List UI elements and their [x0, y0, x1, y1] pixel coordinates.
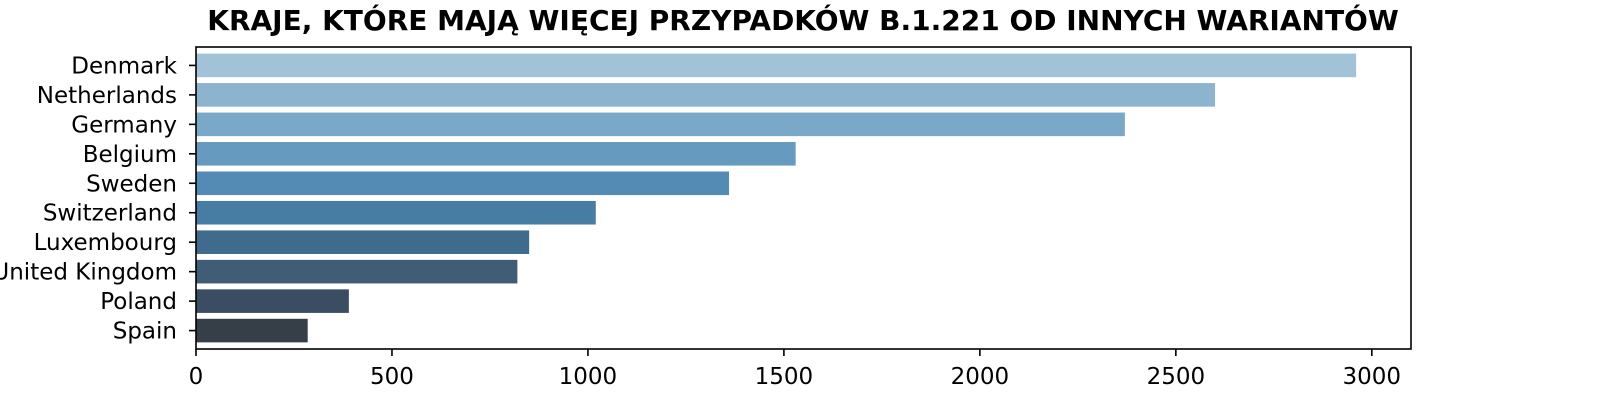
bar-denmark [196, 53, 1357, 78]
bar-belgium [196, 142, 796, 166]
y-tick-label: Poland [100, 289, 177, 315]
y-tick-label: United Kingdom [0, 260, 177, 286]
x-tick-label: 1000 [559, 364, 618, 390]
y-tick-label: Denmark [71, 53, 177, 79]
y-tick-label: Germany [71, 112, 177, 138]
y-tick-label: Netherlands [37, 83, 177, 109]
x-tick-label: 2000 [951, 364, 1010, 390]
y-tick-label: Spain [113, 319, 177, 345]
y-tick-label: Sweden [86, 171, 177, 197]
bars-group [196, 53, 1357, 343]
bar-germany [196, 112, 1125, 137]
bar-poland [196, 289, 349, 313]
x-axis: 0 500 1000 1500 2000 2500 3000 [189, 349, 1401, 390]
x-tick-label: 2500 [1147, 364, 1206, 390]
x-tick-label: 3000 [1343, 364, 1402, 390]
bar-sweden [196, 171, 730, 196]
x-tick-label: 500 [370, 364, 414, 390]
bar-united-kingdom [196, 259, 518, 284]
y-tick-label: Switzerland [43, 201, 177, 227]
x-tick-label: 0 [189, 364, 204, 390]
bar-luxembourg [196, 230, 530, 254]
bar-switzerland [196, 200, 596, 225]
plot-frame [195, 46, 1412, 350]
bar-spain [196, 318, 308, 343]
bar-netherlands [196, 83, 1216, 107]
x-tick-label: 1500 [755, 364, 814, 390]
y-tick-label: Luxembourg [34, 230, 177, 256]
y-tick-label: Belgium [83, 142, 177, 168]
y-axis: Denmark Netherlands Germany Belgium Sweden Sw… [0, 53, 196, 345]
chart-title: KRAJE, KTÓRE MAJĄ WIĘCEJ PRZYPADKÓW B.1.… [207, 3, 1399, 37]
